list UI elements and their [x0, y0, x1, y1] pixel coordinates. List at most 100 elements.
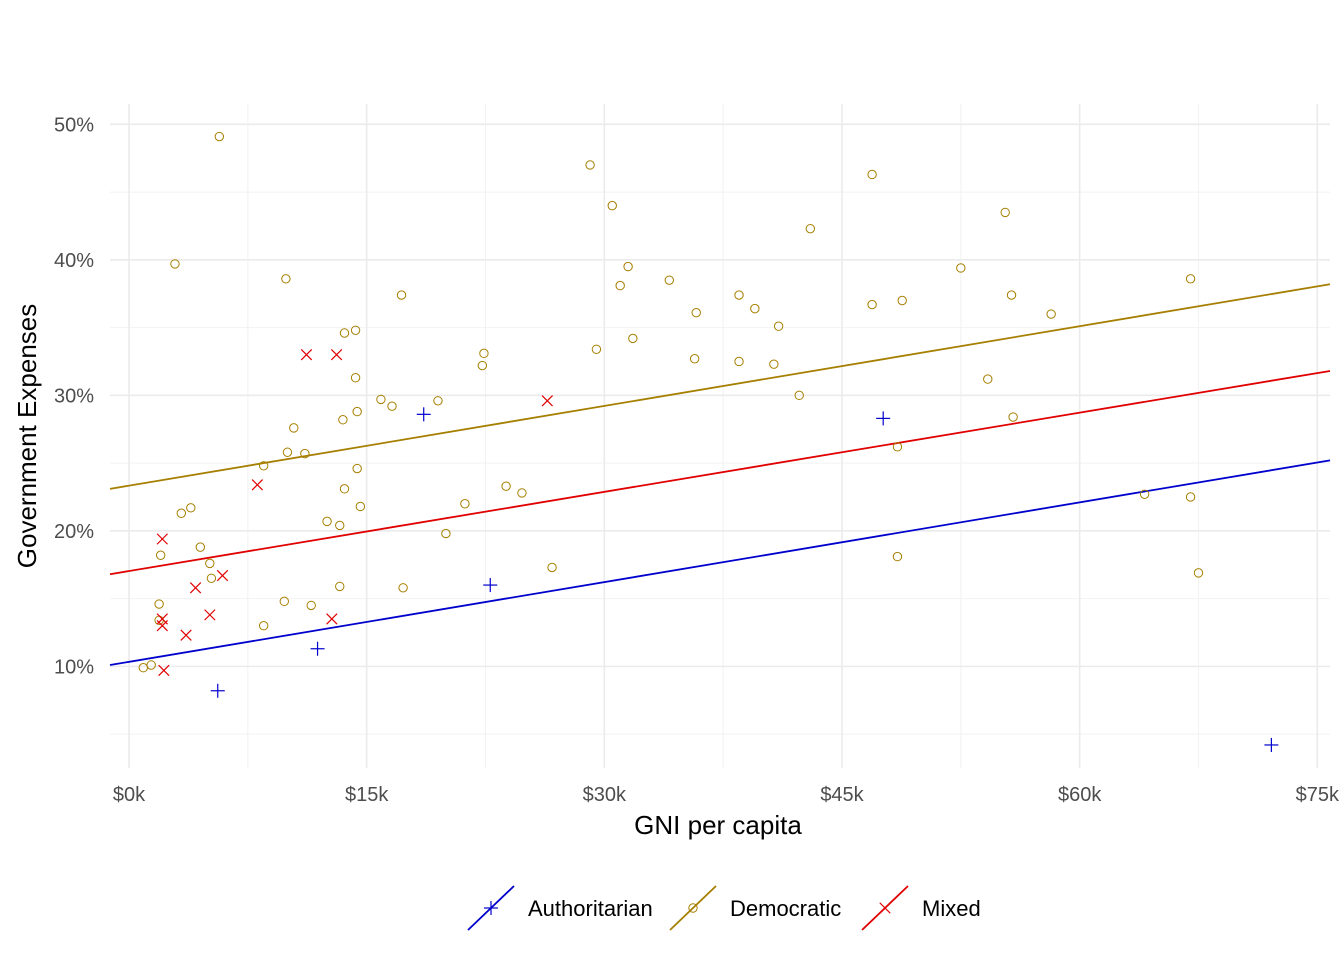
point-democratic: [1139, 489, 1150, 499]
point-democratic: [441, 528, 451, 539]
legend-item-democratic: Democratic: [669, 885, 841, 931]
point-democratic: [734, 290, 744, 300]
point-democratic: [186, 503, 196, 513]
legend-key-marker: [688, 903, 698, 913]
point-democratic: [306, 600, 316, 611]
point-democratic: [339, 484, 350, 494]
x-tick-label: $60k: [1058, 784, 1102, 806]
point-democratic: [176, 508, 186, 518]
point-democratic: [154, 599, 164, 609]
x-tick-label: $45k: [820, 784, 864, 806]
point-mixed: [180, 629, 192, 641]
point-democratic: [352, 406, 362, 417]
fit-line-democratic: [109, 283, 1331, 490]
point-mixed: [204, 609, 216, 621]
point-democratic: [258, 461, 269, 471]
point-democratic: [355, 501, 366, 512]
point-democratic: [338, 415, 348, 425]
y-tick-label: 50%: [54, 114, 94, 136]
y-axis-ticks: 10% 20% 30% 40% 50%: [54, 114, 94, 678]
point-democratic: [289, 423, 299, 433]
point-democratic: [339, 328, 350, 338]
y-tick-label: 30%: [54, 385, 94, 407]
point-democratic: [258, 621, 269, 631]
legend-key-marker: [879, 902, 891, 914]
point-democratic: [206, 573, 217, 583]
point-democratic: [282, 447, 293, 457]
point-authoritarian: [1264, 737, 1279, 752]
point-democratic: [956, 263, 966, 273]
x-tick-label: $15k: [345, 784, 389, 806]
point-democratic: [867, 169, 877, 180]
fit-line-mixed: [109, 370, 1331, 576]
point-democratic: [983, 374, 993, 384]
fit-lines: [109, 283, 1331, 666]
point-authoritarian: [483, 578, 498, 593]
point-democratic: [479, 348, 489, 359]
minor-gridlines: [110, 104, 1330, 768]
point-democratic: [460, 499, 470, 509]
point-democratic: [892, 442, 903, 452]
point-mixed: [158, 664, 170, 677]
point-democratic: [615, 280, 625, 291]
point-democratic: [195, 542, 206, 552]
y-axis-title: Government Expenses: [12, 304, 42, 568]
point-democratic: [170, 259, 180, 269]
fit-line-authoritarian: [109, 459, 1331, 666]
point-democratic: [734, 356, 744, 367]
point-democratic: [585, 160, 595, 170]
point-democratic: [300, 448, 310, 459]
point-authoritarian: [416, 407, 431, 422]
point-authoritarian: [310, 641, 325, 656]
legend-label: Mixed: [922, 896, 981, 921]
point-democratic: [805, 223, 816, 234]
point-democratic: [867, 299, 877, 310]
point-democratic: [1193, 568, 1204, 578]
point-democratic: [607, 200, 617, 211]
point-mixed: [216, 569, 229, 582]
legend-key-line: [669, 885, 717, 931]
point-democratic: [501, 481, 511, 491]
point-authoritarian: [876, 411, 891, 426]
point-democratic: [350, 373, 361, 383]
point-democratic: [1006, 290, 1017, 300]
point-democratic: [322, 516, 332, 527]
point-democratic: [214, 131, 225, 142]
point-mixed: [326, 613, 338, 625]
legend-item-authoritarian: Authoritarian: [467, 885, 653, 931]
point-democratic: [477, 360, 488, 371]
point-democratic: [664, 275, 674, 285]
point-democratic: [591, 344, 602, 354]
point-democratic: [281, 274, 291, 284]
point-democratic: [387, 401, 397, 411]
point-mixed: [300, 349, 313, 361]
x-axis-ticks: $0k $15k $30k $45k $60k $75k: [113, 784, 1340, 806]
point-mixed: [156, 620, 168, 632]
point-democratic: [1008, 412, 1018, 422]
point-democratic: [773, 321, 784, 331]
x-axis-title: GNI per capita: [634, 810, 802, 840]
y-tick-label: 40%: [54, 250, 94, 272]
point-democratic: [628, 333, 638, 344]
point-democratic: [398, 583, 408, 593]
point-democratic: [205, 558, 215, 569]
point-democratic: [138, 663, 148, 673]
legend: Authoritarian Democratic Mixed: [467, 885, 981, 931]
point-democratic: [1185, 492, 1196, 502]
point-democratic: [146, 660, 156, 670]
point-democratic: [547, 562, 557, 573]
point-democratic: [691, 307, 701, 318]
x-tick-label: $30k: [583, 784, 627, 806]
y-tick-label: 10%: [54, 656, 94, 678]
point-mixed: [251, 479, 264, 491]
point-democratic: [517, 488, 527, 498]
point-democratic: [689, 354, 700, 364]
data-points: [138, 131, 1279, 752]
point-mixed: [189, 582, 202, 594]
point-democratic: [335, 520, 345, 531]
point-mixed: [541, 395, 553, 407]
point-democratic: [897, 295, 907, 306]
point-democratic: [279, 596, 289, 607]
point-democratic: [750, 303, 760, 314]
